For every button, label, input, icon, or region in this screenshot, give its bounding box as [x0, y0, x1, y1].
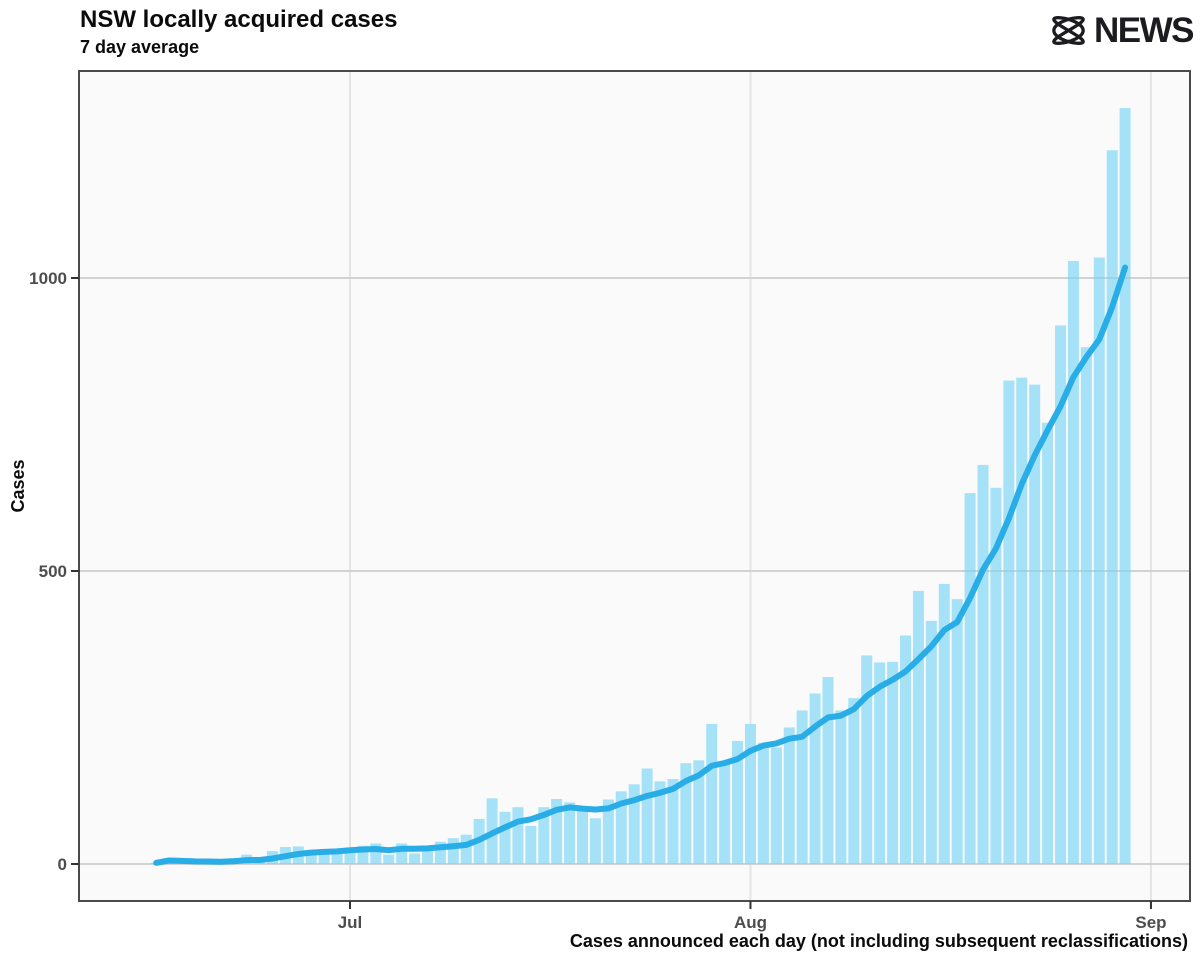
daily-cases-bar — [409, 853, 421, 864]
daily-cases-bar — [1003, 380, 1015, 864]
daily-cases-bar — [861, 655, 873, 864]
daily-cases-bar — [1093, 257, 1105, 864]
daily-cases-bar — [602, 799, 614, 864]
y-axis-title: Cases — [8, 459, 28, 512]
daily-cases-bar — [383, 854, 395, 864]
panel-border — [78, 70, 1191, 902]
daily-cases-bar — [577, 806, 589, 864]
daily-cases-bar — [874, 662, 886, 864]
daily-cases-bar — [912, 590, 924, 864]
daily-cases-bar — [654, 781, 666, 864]
daily-cases-bar — [357, 845, 369, 864]
daily-cases-bar — [1119, 108, 1131, 864]
daily-cases-bar — [1029, 384, 1041, 864]
daily-cases-bar — [434, 841, 446, 864]
daily-cases-bar — [499, 811, 511, 864]
y-tick-label: 1000 — [29, 269, 67, 288]
daily-cases-bar — [615, 791, 627, 864]
daily-cases-bar — [719, 764, 731, 864]
daily-cases-bar — [770, 747, 782, 864]
daily-cases-bar — [744, 723, 756, 864]
abc-news-logo: NEWS — [1050, 11, 1195, 50]
daily-cases-bar — [641, 768, 653, 864]
daily-cases-bar — [318, 852, 330, 864]
x-tick-label: Aug — [734, 913, 767, 932]
abc-news-wordmark: NEWS — [1094, 11, 1195, 50]
daily-cases-bar — [835, 710, 847, 864]
daily-cases-bar — [796, 710, 808, 864]
daily-cases-bar — [1055, 325, 1067, 864]
daily-cases-bar — [887, 661, 899, 864]
x-axis-title: Cases announced each day (not including … — [570, 931, 1188, 951]
axis-tick-labels: Jul Aug Sep 0 500 1000 — [29, 269, 1166, 932]
page-subtitle: 7 day average — [80, 37, 200, 57]
daily-cases-bar — [370, 843, 382, 864]
daily-cases-bar — [732, 740, 744, 864]
daily-cases-bar — [925, 620, 937, 864]
daily-cases-bar — [512, 807, 524, 864]
abc-lissajous-icon — [1052, 16, 1085, 45]
daily-cases-bar — [1016, 377, 1028, 864]
y-tick-label: 0 — [58, 855, 67, 874]
daily-cases-bar — [706, 723, 718, 864]
daily-cases-bar — [977, 464, 989, 864]
daily-cases-bar — [305, 853, 317, 864]
y-tick-label: 500 — [39, 562, 67, 581]
daily-cases-bar — [564, 802, 576, 864]
daily-cases-bar — [589, 818, 601, 864]
daily-cases-bar — [1067, 261, 1079, 865]
daily-cases-bar — [1042, 422, 1054, 864]
daily-cases-bar — [344, 849, 356, 864]
daily-cases-bar — [525, 825, 537, 864]
daily-cases-bar — [951, 599, 963, 864]
daily-cases-bar — [848, 698, 860, 864]
daily-cases-bar — [822, 677, 834, 864]
daily-cases-bar — [938, 583, 950, 864]
daily-cases-bar — [757, 742, 769, 864]
daily-cases-bar — [693, 760, 705, 864]
daily-cases-bar — [551, 798, 563, 864]
daily-cases-bar — [447, 838, 459, 864]
gridline-overlay — [79, 277, 1190, 865]
daily-cases-bar — [809, 693, 821, 864]
x-tick-label: Sep — [1135, 913, 1166, 932]
axis-ticks — [71, 277, 1152, 909]
daily-cases-bar — [628, 784, 640, 864]
daily-cases-bar — [331, 851, 343, 864]
daily-cases-bar — [1080, 347, 1092, 864]
seven-day-average-line — [153, 264, 1129, 866]
daily-cases-bar — [396, 843, 408, 864]
daily-cases-bar — [421, 848, 433, 864]
daily-cases-bar — [990, 487, 1002, 864]
daily-cases-bar — [964, 493, 976, 864]
daily-cases-bar — [783, 727, 795, 864]
x-tick-label: Jul — [338, 913, 363, 932]
daily-cases-bar — [1106, 150, 1118, 864]
daily-cases-bar — [680, 763, 692, 864]
page-title: NSW locally acquired cases — [80, 6, 398, 33]
bars-layer — [150, 108, 1131, 865]
daily-cases-bar — [899, 635, 911, 864]
daily-cases-bar — [538, 807, 550, 864]
daily-cases-bar — [667, 779, 679, 864]
daily-cases-bar — [460, 834, 472, 864]
